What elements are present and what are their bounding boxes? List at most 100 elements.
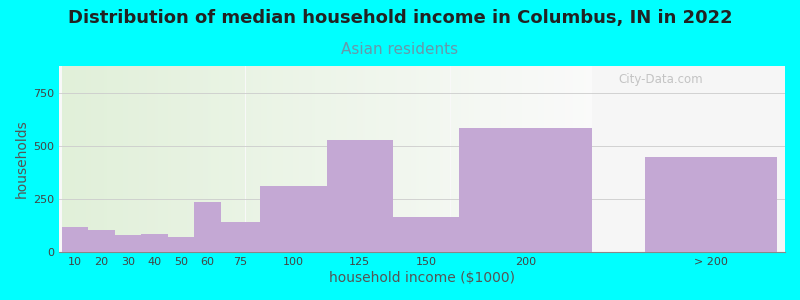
Bar: [509, 66, 512, 252]
Bar: [152, 66, 155, 252]
Bar: [99, 66, 102, 252]
Bar: [171, 66, 174, 252]
Bar: [334, 66, 336, 252]
Bar: [416, 66, 418, 252]
Bar: [67, 66, 70, 252]
Bar: [517, 66, 520, 252]
Bar: [227, 66, 230, 252]
Bar: [440, 66, 442, 252]
Text: Asian residents: Asian residents: [342, 42, 458, 57]
Bar: [398, 66, 400, 252]
Bar: [464, 66, 466, 252]
Bar: [408, 66, 410, 252]
Bar: [338, 66, 342, 252]
Bar: [235, 66, 238, 252]
Bar: [378, 66, 382, 252]
Bar: [528, 66, 530, 252]
Bar: [83, 66, 86, 252]
Bar: [150, 66, 152, 252]
Bar: [496, 66, 498, 252]
Bar: [174, 66, 176, 252]
Bar: [192, 66, 195, 252]
Bar: [86, 66, 89, 252]
Bar: [437, 66, 440, 252]
Bar: [506, 66, 509, 252]
Bar: [190, 66, 192, 252]
Bar: [290, 66, 294, 252]
Bar: [70, 66, 73, 252]
Bar: [102, 66, 104, 252]
Bar: [230, 66, 232, 252]
Bar: [410, 66, 414, 252]
Bar: [246, 66, 248, 252]
Bar: [75, 66, 78, 252]
Bar: [261, 187, 326, 252]
Bar: [414, 66, 416, 252]
Bar: [469, 66, 472, 252]
Bar: [562, 66, 565, 252]
Bar: [504, 66, 506, 252]
Bar: [458, 66, 461, 252]
Bar: [94, 66, 96, 252]
Bar: [390, 66, 392, 252]
Bar: [312, 66, 314, 252]
Bar: [296, 66, 298, 252]
Bar: [541, 66, 544, 252]
Bar: [81, 66, 83, 252]
Bar: [459, 128, 592, 252]
Bar: [376, 66, 378, 252]
Bar: [570, 66, 573, 252]
Bar: [382, 66, 384, 252]
Bar: [472, 66, 474, 252]
Bar: [216, 66, 219, 252]
Bar: [168, 66, 171, 252]
Bar: [445, 66, 448, 252]
Bar: [480, 66, 482, 252]
X-axis label: household income ($1000): household income ($1000): [329, 271, 515, 285]
Bar: [272, 66, 274, 252]
Text: Distribution of median household income in Columbus, IN in 2022: Distribution of median household income …: [68, 9, 732, 27]
Bar: [424, 66, 426, 252]
Y-axis label: households: households: [15, 120, 29, 198]
Bar: [187, 66, 190, 252]
Bar: [182, 66, 184, 252]
Bar: [544, 66, 546, 252]
Bar: [294, 66, 296, 252]
Bar: [144, 66, 147, 252]
Bar: [200, 66, 203, 252]
Bar: [262, 66, 264, 252]
Bar: [62, 226, 88, 252]
Bar: [120, 66, 123, 252]
Bar: [142, 66, 144, 252]
Bar: [179, 66, 182, 252]
Bar: [522, 66, 525, 252]
Bar: [456, 66, 458, 252]
Bar: [589, 66, 592, 252]
Bar: [168, 237, 194, 252]
Bar: [91, 66, 94, 252]
Bar: [310, 66, 312, 252]
Bar: [557, 66, 560, 252]
Bar: [560, 66, 562, 252]
Bar: [288, 66, 290, 252]
Bar: [533, 66, 536, 252]
Bar: [342, 66, 344, 252]
Bar: [195, 66, 198, 252]
Bar: [264, 66, 266, 252]
Bar: [259, 66, 262, 252]
Bar: [346, 66, 350, 252]
Bar: [360, 66, 362, 252]
Bar: [482, 66, 485, 252]
Bar: [358, 66, 360, 252]
Bar: [536, 66, 538, 252]
Bar: [586, 66, 589, 252]
Bar: [184, 66, 187, 252]
Bar: [214, 66, 216, 252]
Bar: [278, 66, 280, 252]
Bar: [222, 66, 224, 252]
Bar: [134, 66, 136, 252]
Bar: [256, 66, 259, 252]
Bar: [97, 66, 99, 252]
Bar: [232, 66, 235, 252]
Bar: [418, 66, 422, 252]
